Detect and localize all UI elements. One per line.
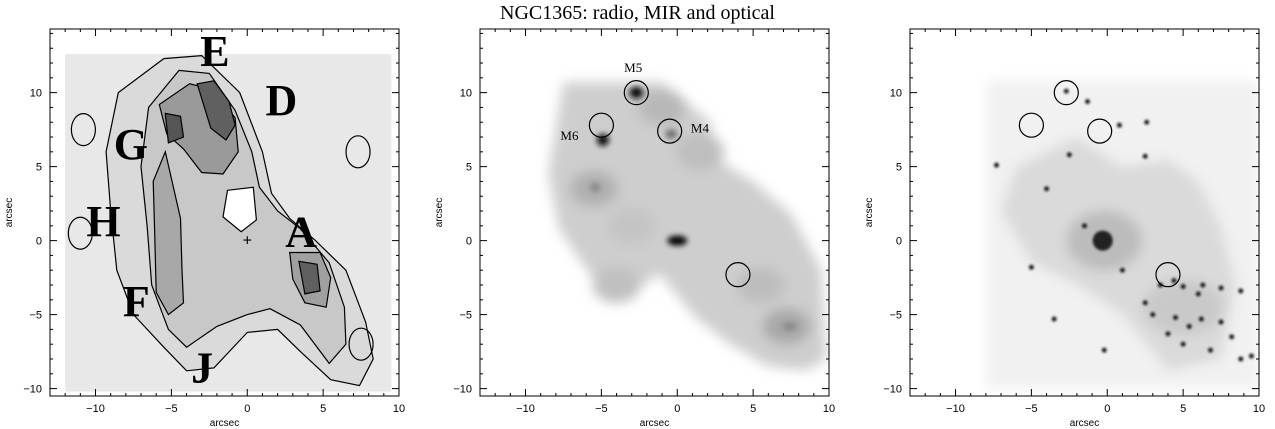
source-circle bbox=[725, 262, 751, 288]
mir-panel: M5 M4 M6 −10 −5 0 5 10 −10 −5 0 5 10 arcsec arcsec bbox=[434, 28, 835, 429]
y-tick-label: 0 bbox=[896, 236, 902, 248]
optical-point-sources bbox=[994, 88, 1254, 362]
axes-frame bbox=[49, 28, 400, 397]
y-axis-label: arcsec bbox=[434, 198, 445, 227]
y-axis-label: arcsec bbox=[864, 198, 875, 227]
region-label: G bbox=[114, 120, 148, 169]
x-tick-label: 5 bbox=[1180, 403, 1186, 415]
y-tick-label: −10 bbox=[883, 384, 902, 396]
region-label: J bbox=[191, 344, 213, 393]
y-tick-label: 0 bbox=[36, 236, 42, 248]
source-label: M5 bbox=[624, 60, 642, 75]
source-circle bbox=[657, 118, 683, 144]
y-tick-label: −10 bbox=[23, 384, 42, 396]
x-tick-label: 5 bbox=[750, 403, 756, 415]
radio-contour-blob bbox=[345, 135, 371, 169]
optical-diffuse-emission bbox=[985, 80, 1259, 389]
x-tick-label: −5 bbox=[595, 403, 608, 415]
radio-contour-blob bbox=[348, 327, 374, 361]
source-circle bbox=[1155, 262, 1181, 288]
y-tick-label: −5 bbox=[889, 310, 902, 322]
nucleus-marker: + bbox=[243, 233, 252, 250]
radio-contour-peak-g bbox=[164, 112, 185, 144]
y-tick-label: 10 bbox=[890, 88, 902, 100]
x-tick-label: 10 bbox=[1253, 403, 1265, 415]
optical-image bbox=[985, 80, 1259, 389]
radio-contour-blob bbox=[67, 216, 93, 250]
radio-contour-hole bbox=[222, 186, 258, 233]
source-circle bbox=[1018, 112, 1044, 138]
region-label: E bbox=[200, 27, 229, 76]
y-tick-label: 0 bbox=[466, 236, 472, 248]
x-tick-label: −10 bbox=[946, 403, 965, 415]
y-tick-label: −10 bbox=[453, 384, 472, 396]
source-circle bbox=[1053, 80, 1079, 106]
region-label: H bbox=[86, 197, 120, 246]
mir-diffuse-emission bbox=[548, 82, 826, 371]
y-tick-label: 10 bbox=[460, 88, 472, 100]
mir-compact-sources bbox=[590, 86, 797, 331]
y-tick-label: 5 bbox=[896, 162, 902, 174]
x-tick-label: 10 bbox=[393, 403, 405, 415]
region-label: A bbox=[285, 208, 317, 257]
x-tick-label: 10 bbox=[823, 403, 835, 415]
figure-title: NGC1365: radio, MIR and optical bbox=[500, 2, 775, 24]
y-axis-label: arcsec bbox=[4, 198, 15, 227]
source-label: M6 bbox=[560, 128, 579, 143]
x-tick-label: −10 bbox=[86, 403, 105, 415]
region-label: F bbox=[123, 277, 150, 326]
x-tick-label: −10 bbox=[516, 403, 535, 415]
y-tick-label: −5 bbox=[459, 310, 472, 322]
y-tick-label: 10 bbox=[30, 88, 42, 100]
x-tick-label: 0 bbox=[674, 403, 680, 415]
region-label: D bbox=[265, 76, 297, 125]
radio-contour-blob bbox=[70, 113, 96, 147]
x-axis-label: arcsec bbox=[640, 418, 669, 429]
source-circle bbox=[588, 112, 614, 138]
axes-frame bbox=[909, 28, 1260, 397]
radio-image: + bbox=[65, 54, 392, 392]
x-tick-label: 0 bbox=[1104, 403, 1110, 415]
x-tick-label: 0 bbox=[244, 403, 250, 415]
radio-panel: + ED GH A FJ −10 −5 0 5 10 −10 −5 0 5 10 arcsec arcsec bbox=[4, 27, 405, 429]
x-axis-label: arcsec bbox=[210, 418, 239, 429]
x-axis-label: arcsec bbox=[1070, 418, 1099, 429]
source-circle bbox=[1087, 118, 1113, 144]
mir-image bbox=[548, 82, 826, 371]
axes-frame bbox=[479, 28, 830, 397]
radio-contour-peak-a bbox=[298, 260, 321, 295]
radio-contour-3b bbox=[152, 149, 185, 316]
x-tick-label: −5 bbox=[165, 403, 178, 415]
source-circle bbox=[623, 80, 649, 106]
y-tick-label: 5 bbox=[36, 162, 42, 174]
optical-panel: −10 −5 0 5 10 −10 −5 0 5 10 arcsec arcsec bbox=[864, 28, 1265, 429]
x-tick-label: 5 bbox=[320, 403, 326, 415]
y-tick-label: 5 bbox=[466, 162, 472, 174]
source-label: M4 bbox=[691, 121, 710, 136]
radio-contour-peak-d bbox=[196, 80, 236, 141]
x-tick-label: −5 bbox=[1025, 403, 1038, 415]
y-tick-label: −5 bbox=[29, 310, 42, 322]
